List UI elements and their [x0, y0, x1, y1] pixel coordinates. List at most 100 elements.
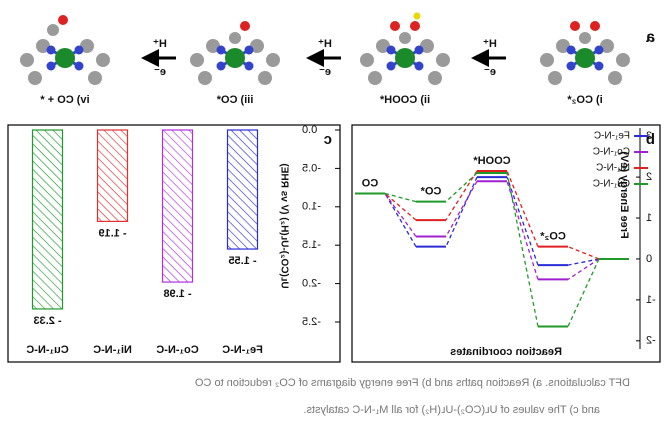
atom-carbon [266, 53, 280, 67]
atom-carbon [47, 24, 59, 36]
atom-nitrogen [594, 45, 604, 55]
atom-carbon [360, 53, 374, 67]
connector [384, 193, 417, 248]
y-tick-label: 2 [646, 171, 652, 183]
atom-carbon [556, 39, 570, 53]
arrow-label: e⁻ [154, 66, 166, 78]
atom-carbon [88, 71, 102, 85]
atom-nitrogen [594, 61, 604, 71]
atom-carbon [428, 71, 442, 85]
atom-nitrogen [46, 61, 56, 71]
connector [506, 170, 539, 247]
connector [445, 172, 478, 203]
legend-label: Ni₁-N-C [596, 163, 630, 174]
atom-metal [55, 48, 75, 68]
step-label: ii) COOH* [379, 94, 430, 106]
atom-carbon [368, 71, 382, 85]
atom-oxygen [390, 21, 400, 31]
y-tick-label: -0.5 [302, 162, 321, 174]
atom-carbon [20, 53, 34, 67]
atom-oxygen [570, 21, 580, 31]
connector [567, 258, 600, 280]
connector [506, 176, 539, 266]
atom-nitrogen [74, 45, 84, 55]
atom-carbon [28, 71, 42, 85]
arrow-label: e⁻ [484, 66, 496, 78]
atom-carbon [540, 53, 554, 67]
connector [384, 192, 417, 203]
x-tick-label: Cu₁-N-C [26, 344, 68, 356]
atom-carbon [600, 39, 614, 53]
atom-oxygen [240, 21, 250, 31]
atom-nitrogen [74, 61, 84, 71]
y-tick-label: 0 [646, 253, 652, 265]
atom-nitrogen [244, 61, 254, 71]
connector [445, 170, 478, 221]
connector [506, 172, 539, 327]
y-tick-label: 0.0 [302, 124, 317, 136]
atom-carbon [250, 39, 264, 53]
arrow-label: H⁺ [318, 38, 332, 50]
atom-nitrogen [566, 61, 576, 71]
state-label: CO* [420, 186, 442, 198]
y-tick-label: -1.5 [302, 239, 321, 251]
panel-c-frame [7, 124, 341, 363]
legend-label: Co₁-N-C [593, 147, 630, 158]
atom-oxygen [58, 15, 68, 25]
atom-carbon [190, 53, 204, 67]
y-axis-label: Uʟ(CO₂)-Uʟ(H₂) (V vs RHE) [278, 163, 289, 288]
arrow-label: H⁺ [153, 38, 167, 50]
atom-nitrogen [566, 45, 576, 55]
atom-metal [575, 48, 595, 68]
connector [567, 258, 600, 266]
step-label: i) CO₂* [567, 94, 603, 106]
bar [226, 129, 259, 250]
x-tick-label: Fe₁-N-C [222, 344, 263, 356]
value-label: - 1.98 [163, 288, 191, 300]
atom-metal [395, 48, 415, 68]
atom-carbon [258, 71, 272, 85]
atom-carbon [436, 53, 450, 67]
atom-nitrogen [386, 61, 396, 71]
arrow-label: e⁻ [319, 66, 331, 78]
atom-nitrogen [386, 45, 396, 55]
atom-carbon [399, 32, 411, 44]
connector [445, 176, 478, 247]
panel-label: c [324, 131, 332, 148]
value-label: - 2.33 [33, 315, 61, 327]
atom-carbon [616, 53, 630, 67]
atom-carbon [376, 39, 390, 53]
atom-carbon [36, 39, 50, 53]
atom-carbon [579, 32, 591, 44]
atom-oxygen [590, 21, 600, 31]
atom-carbon [548, 71, 562, 85]
panel-label: a [646, 29, 655, 46]
panel-b-frame [351, 124, 661, 363]
atom-nitrogen [216, 61, 226, 71]
atom-hydrogen [413, 12, 421, 20]
bar [31, 129, 64, 310]
atom-oxygen [410, 21, 420, 31]
state-label: COOH* [473, 155, 511, 167]
legend-label: Cu₁-N-C [593, 179, 630, 190]
y-tick-label: -2.0 [302, 278, 321, 290]
atom-metal [225, 48, 245, 68]
caption: and c) The values of Uʟ(CO₂)-Uʟ(H₂) for … [303, 404, 600, 416]
atom-carbon [96, 53, 110, 67]
state-label: CO [361, 177, 378, 189]
atom-nitrogen [414, 61, 424, 71]
value-label: - 1.55 [228, 255, 256, 267]
atom-nitrogen [216, 45, 226, 55]
x-axis-label: Reaction coordinates [450, 346, 562, 358]
y-tick-label: 1 [646, 212, 652, 224]
y-axis-label: Free Energy (eV) [618, 151, 630, 239]
atom-nitrogen [414, 45, 424, 55]
atom-carbon [229, 32, 241, 44]
connector [445, 180, 478, 237]
y-tick-label: -1 [646, 294, 656, 306]
legend-label: Fe₁-N-C [594, 131, 630, 142]
atom-carbon [206, 39, 220, 53]
atom-nitrogen [46, 45, 56, 55]
